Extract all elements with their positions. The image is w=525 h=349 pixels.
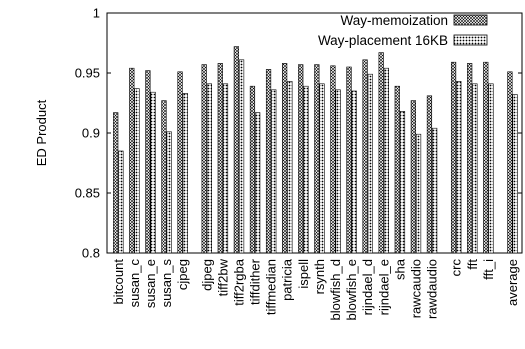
x-tick-label: sha	[392, 258, 407, 280]
bar-way-memoization-tiff2bw	[217, 63, 223, 254]
bar-way-memoization-tiffdither	[249, 85, 256, 254]
bar-way-placement-16kb-crc	[456, 81, 462, 254]
bar-way-memoization-patricia	[282, 63, 288, 254]
x-tick-label: rijndael_d	[360, 259, 375, 315]
legend-swatch-way-placement	[453, 34, 488, 46]
bar-way-memoization-susan-e	[145, 70, 151, 254]
bar-way-memoization-crc	[450, 61, 457, 254]
bar-way-placement-16kb-djpeg	[206, 83, 212, 254]
plot-area: 0.8 0.85 0.9 0.95 1 bitcount susan_c susan_e sus…	[75, 6, 523, 320]
y-tick-label: 1	[93, 6, 100, 21]
bar-way-memoization-fft	[467, 63, 473, 254]
bar-way-memoization-tiffmedian	[265, 69, 272, 254]
x-tick-label: rijndael_e	[376, 259, 391, 315]
x-tick-label: cjpeg	[175, 259, 190, 290]
bar-way-memoization-rawcaudio	[410, 100, 416, 254]
bar-way-memoization-cjpeg	[177, 71, 183, 254]
bar-way-memoization-sha	[394, 85, 400, 254]
legend-label-way-memoization: Way-memoization	[340, 13, 448, 28]
x-tick-label: ispell	[296, 259, 311, 289]
x-tick-label: susan_e	[143, 259, 158, 308]
x-tick-label: rawdaudio	[425, 259, 440, 319]
bar-way-placement-16kb-fft	[472, 83, 478, 254]
bar-way-placement-16kb-patricia	[287, 81, 293, 254]
x-tick-label: susan_s	[159, 259, 174, 308]
bar-way-placement-16kb-susan-s	[166, 131, 172, 254]
bar-way-memoization-average	[507, 71, 513, 254]
bar-way-placement-16kb-rawdaudio	[432, 127, 438, 254]
bar-way-memoization-rsynth	[314, 64, 320, 254]
bar-way-memoization-tiff2rgba	[233, 46, 239, 254]
x-tick-label: tiff2bw	[215, 258, 230, 296]
x-tick-label: bitcount	[111, 259, 126, 305]
x-tick-label: susan_c	[127, 259, 142, 308]
bar-way-placement-16kb-rijndael-e	[383, 67, 389, 254]
bar-way-placement-16kb-rsynth	[319, 83, 325, 254]
bar-way-memoization-ispell	[298, 64, 304, 254]
x-tick-label: fft_i	[481, 259, 496, 280]
bar-way-memoization-rijndael-d	[362, 59, 368, 254]
x-tick-label: rsynth	[312, 259, 327, 294]
bar-way-placement-16kb-rijndael-d	[367, 73, 373, 254]
bar-way-placement-16kb-fft-i	[488, 83, 494, 254]
bar-way-placement-16kb-bitcount	[118, 150, 124, 254]
x-tick-label: blowfish_e	[344, 259, 359, 320]
y-axis-title: ED Product	[34, 99, 49, 166]
bar-way-placement-16kb-tiffmedian	[271, 89, 277, 254]
x-tick-label: tiffmedian	[264, 259, 279, 315]
bar-way-placement-16kb-rawcaudio	[415, 133, 422, 254]
x-tick-label: rawcaudio	[408, 259, 423, 318]
x-tick-label: fft	[465, 259, 480, 270]
x-tick-label: blowfish_d	[328, 259, 343, 320]
legend: Way-memoization Way-placement 16KB	[318, 13, 488, 48]
bar-way-placement-16kb-blowfish-e	[351, 90, 357, 254]
x-tick-label: crc	[449, 259, 464, 277]
bar-way-memoization-blowfish-d	[330, 65, 336, 254]
bar-way-placement-16kb-ispell	[303, 85, 309, 254]
bar-way-memoization-djpeg	[201, 64, 207, 254]
bar-way-memoization-fft-i	[483, 61, 489, 254]
x-tick-label: patricia	[280, 258, 295, 301]
y-tick-label: 0.85	[75, 186, 100, 201]
x-tick-label: tiffdither	[248, 258, 263, 305]
bar-way-placement-16kb-tiffdither	[255, 112, 261, 254]
bar-way-placement-16kb-susan-e	[150, 91, 156, 254]
y-tick-label: 0.8	[82, 246, 100, 261]
bar-way-memoization-rijndael-e	[378, 52, 384, 254]
bar-way-memoization-susan-c	[129, 67, 135, 254]
bar-way-placement-16kb-tiff2rgba	[238, 59, 245, 254]
legend-label-way-placement: Way-placement 16KB	[318, 33, 448, 48]
bar-way-memoization-bitcount	[113, 112, 119, 254]
legend-swatch-way-memoization	[453, 14, 488, 26]
bar-way-memoization-susan-s	[161, 100, 167, 254]
bar-way-memoization-rawdaudio	[426, 95, 433, 254]
x-tick-label: djpeg	[199, 259, 214, 291]
bar-way-placement-16kb-tiff2bw	[222, 83, 229, 254]
y-tick-label: 0.95	[75, 66, 100, 81]
bar-way-placement-16kb-susan-c	[134, 88, 140, 254]
bar-way-memoization-blowfish-e	[346, 66, 352, 254]
bar-way-placement-16kb-average	[512, 94, 518, 254]
bar-way-placement-16kb-cjpeg	[182, 93, 188, 254]
bar-way-placement-16kb-blowfish-d	[335, 89, 341, 254]
y-tick-label: 0.9	[82, 126, 100, 141]
x-tick-label: tiff2rgba	[231, 258, 246, 306]
bar-way-placement-16kb-sha	[399, 111, 406, 254]
x-tick-label: average	[505, 259, 520, 306]
